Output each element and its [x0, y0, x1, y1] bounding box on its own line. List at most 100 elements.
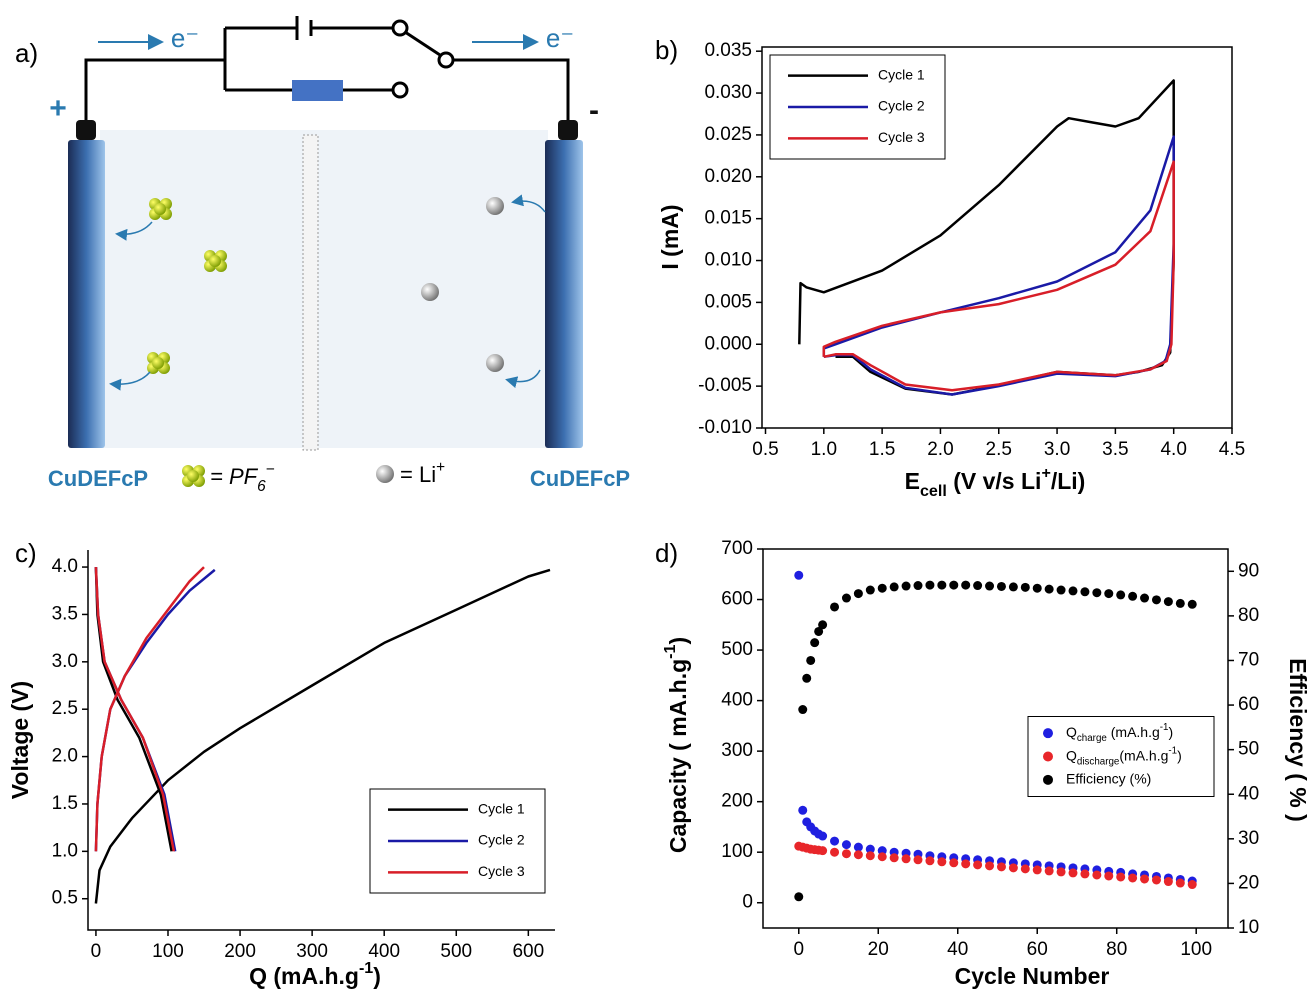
text-part: +: [436, 459, 445, 476]
y-tick-label: 0.010: [704, 250, 752, 271]
data-point: [818, 846, 828, 856]
data-point: [1187, 599, 1197, 609]
data-point: [841, 593, 851, 603]
y-tick-label: 3.5: [52, 603, 78, 624]
data-point: [818, 831, 828, 841]
legend-label: Qdischarge(mA.h.g-1): [1066, 746, 1182, 768]
y2-tick-label: 40: [1238, 783, 1259, 804]
data-point: [1020, 864, 1030, 874]
data-point: [949, 858, 959, 868]
data-point: [865, 844, 875, 854]
plot-frame: [762, 548, 1229, 929]
x-tick-label: 4.0: [1160, 439, 1186, 460]
y-tick-label: 3.0: [52, 651, 78, 672]
plot-frame: [761, 46, 1233, 429]
data-point: [877, 852, 887, 862]
data-point: [1044, 866, 1054, 876]
y-tick-label: 0.030: [704, 82, 752, 103]
text-part: E: [905, 468, 920, 494]
data-point: [1092, 870, 1102, 880]
legend-marker: [1043, 774, 1053, 785]
data-point: [1008, 863, 1018, 873]
data-point: [925, 580, 935, 590]
text-part: Q: [1066, 747, 1077, 763]
y2-tick-label: 70: [1238, 649, 1259, 670]
data-point: [841, 849, 851, 859]
data-point: [1163, 597, 1173, 607]
x-tick-label: 200: [224, 941, 256, 962]
legend-label: Cycle 3: [478, 863, 525, 879]
y-tick-label: 400: [721, 690, 753, 711]
data-point: [1104, 589, 1114, 599]
y2-tick-label: 20: [1238, 872, 1259, 893]
x-tick-label: 0: [91, 941, 102, 962]
x-tick-label: 4.5: [1219, 439, 1245, 460]
y-tick-label: 0.5: [52, 888, 78, 909]
data-point: [985, 861, 995, 871]
y-tick-label: 4.0: [52, 556, 78, 577]
data-point: [1140, 874, 1150, 884]
data-point: [865, 851, 875, 861]
text-part: ): [373, 963, 381, 989]
data-point: [1175, 598, 1185, 608]
data-point: [1092, 588, 1102, 598]
y-tick-label: 500: [721, 639, 753, 660]
y-tick-label: 300: [721, 740, 753, 761]
y-tick-label: 200: [721, 791, 753, 812]
y-tick-label: 700: [721, 538, 753, 559]
data-point: [1068, 868, 1078, 878]
y-tick-label: 2.5: [52, 698, 78, 719]
legend-marker: [1043, 728, 1053, 739]
data-point: [853, 589, 863, 599]
circuit: [84, 16, 570, 125]
data-point: [865, 585, 875, 595]
text-part: (mA.h.g: [1107, 724, 1160, 740]
data-point: [937, 857, 947, 867]
data-point: [802, 673, 812, 683]
minus-sign: -: [589, 94, 599, 127]
data-point: [806, 655, 816, 665]
data-point: [1128, 873, 1138, 883]
text-part: = Li: [400, 462, 436, 487]
y-tick-label: -0.005: [698, 375, 752, 396]
data-point: [1020, 582, 1030, 592]
electron-label: e⁻: [171, 23, 199, 53]
panel-label: d): [655, 538, 678, 568]
data-point: [913, 581, 923, 591]
data-point: [1080, 587, 1090, 597]
data-point: [1044, 584, 1054, 594]
y-tick-label: 0.035: [704, 40, 752, 61]
y2-tick-label: 10: [1238, 917, 1259, 938]
data-point: [985, 581, 995, 591]
electrode: [545, 140, 583, 448]
electron-label: e⁻: [546, 23, 574, 53]
x-axis-label: Ecell (V v/s Li+/Li): [905, 464, 1086, 500]
data-point: [1163, 877, 1173, 887]
text-part: charge: [1077, 733, 1108, 744]
plus-sign: +: [49, 92, 67, 125]
x-tick-label: 3.0: [1044, 439, 1070, 460]
x-tick-label: 500: [440, 941, 472, 962]
data-point: [973, 860, 983, 870]
y-tick-label: 0.000: [704, 333, 752, 354]
legend-label: Cycle 3: [878, 129, 925, 145]
data-point: [1032, 865, 1042, 875]
text-part: -1: [661, 645, 679, 659]
data-point: [853, 842, 863, 852]
x-tick-label: 2.5: [986, 439, 1012, 460]
data-point: [996, 862, 1006, 872]
pf6-legend: = PF6−: [210, 461, 275, 495]
text-part: PF: [229, 464, 259, 489]
y-tick-label: 600: [721, 589, 753, 610]
y-tick-label: 0.020: [704, 166, 752, 187]
data-point: [818, 620, 828, 630]
data-point: [1080, 869, 1090, 879]
data-point: [1116, 872, 1126, 882]
data-point: [794, 570, 804, 580]
data-point: [1056, 585, 1066, 595]
electrolyte: [100, 130, 548, 448]
text-part: +: [1041, 464, 1050, 482]
data-line: [94, 567, 216, 852]
data-point: [913, 855, 923, 865]
data-point: [937, 580, 947, 590]
